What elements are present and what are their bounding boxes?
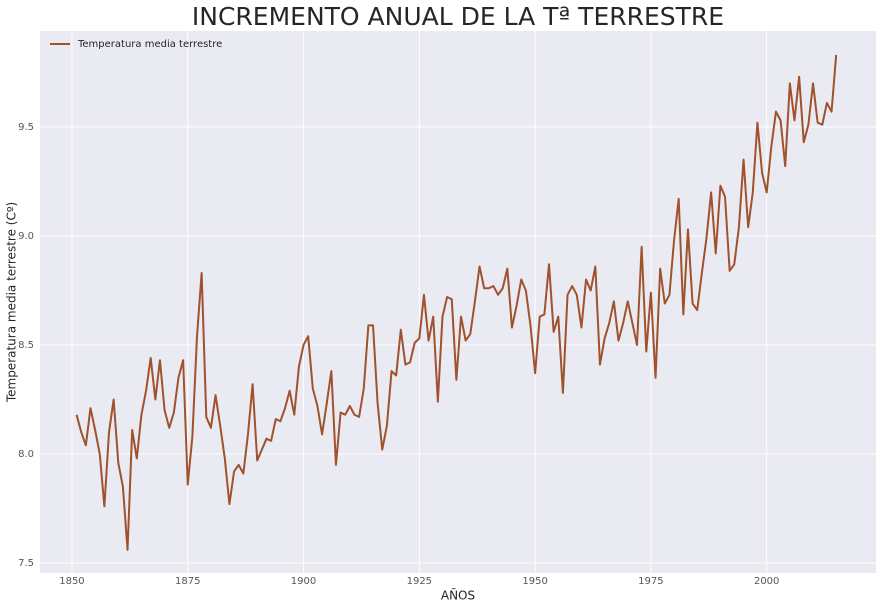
x-tick-label: 1850 (59, 576, 84, 587)
legend-label: Temperatura media terrestre (77, 39, 222, 50)
data-line (75, 54, 838, 551)
x-tick-label: 1875 (175, 576, 200, 587)
x-tick-label: 1900 (291, 576, 316, 587)
y-tick-label: 8.0 (18, 449, 34, 460)
x-tick-label: 1925 (407, 576, 432, 587)
x-axis-label: AÑOS (441, 588, 475, 603)
x-tick-label: 1950 (522, 576, 547, 587)
y-tick-label: 8.5 (18, 340, 34, 351)
y-tick-label: 7.5 (18, 558, 34, 569)
x-tick-label: 2000 (754, 576, 779, 587)
y-axis-label: Temperatura media terrestre (Cº) (5, 202, 19, 403)
x-tick-label: 1975 (638, 576, 663, 587)
plot-background (40, 31, 876, 573)
y-tick-label: 9.0 (18, 231, 34, 242)
chart-title: INCREMENTO ANUAL DE LA Tª TERRESTRE (192, 2, 724, 31)
y-tick-label: 9.5 (18, 122, 34, 133)
